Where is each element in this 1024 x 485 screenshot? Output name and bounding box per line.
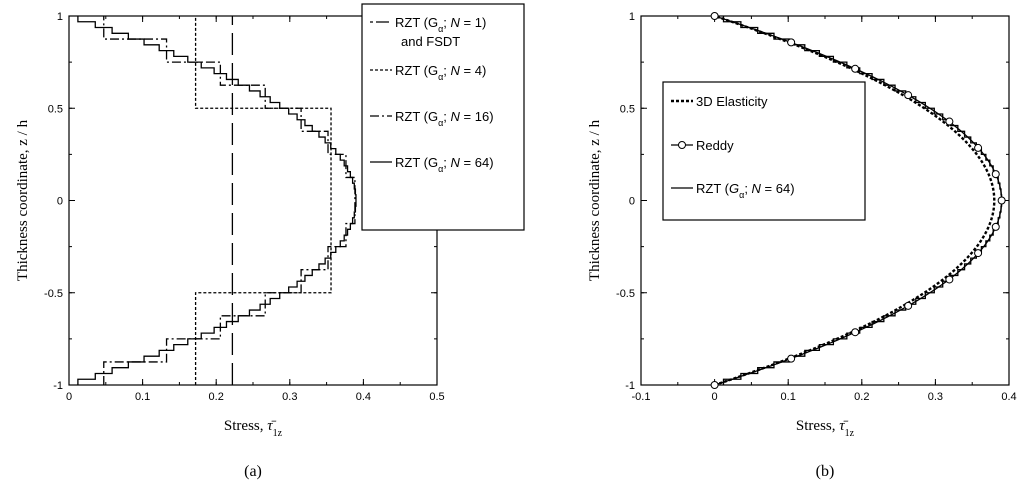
data-point-marker bbox=[710, 381, 719, 389]
legend-label-part: RZT (G bbox=[395, 109, 438, 124]
x-axis-label: Stress, τ̄1z bbox=[796, 418, 855, 439]
panel-caption: (a) bbox=[244, 463, 262, 480]
x-axis-label: Stress, τ̄1z bbox=[224, 418, 283, 439]
y-tick-label: -1 bbox=[53, 380, 63, 392]
y-tick-label: -0.5 bbox=[44, 288, 63, 300]
data-point-marker bbox=[787, 38, 796, 47]
data-point-marker bbox=[991, 222, 1000, 231]
legend-label-line2: and FSDT bbox=[401, 34, 460, 49]
data-point-marker bbox=[997, 196, 1006, 205]
series-line-3 bbox=[77, 16, 357, 385]
x-tick-label: 0 bbox=[66, 391, 72, 403]
legend-label-part: ; bbox=[744, 181, 751, 196]
legend-label-part: RZT (G bbox=[395, 63, 438, 78]
legend-label-part: N bbox=[752, 181, 762, 196]
legend-label-part: N bbox=[451, 109, 461, 124]
data-point-marker bbox=[851, 64, 860, 73]
x-tick-label: 0.4 bbox=[1001, 391, 1016, 403]
legend-label: RZT (Gα; N = 64) bbox=[696, 181, 795, 200]
y-tick-label: 0.5 bbox=[48, 103, 63, 115]
x-tick-label: 0.5 bbox=[429, 391, 444, 403]
legend-label-part: RZT ( bbox=[696, 181, 730, 196]
legend-label-part: N bbox=[451, 15, 461, 30]
legend-label-part: N bbox=[451, 63, 461, 78]
legend-label-part: α bbox=[739, 190, 744, 200]
x-tick-label: 0.3 bbox=[282, 391, 297, 403]
y-tick-label: 1 bbox=[629, 11, 635, 23]
legend-label-part: ; bbox=[443, 63, 450, 78]
y-tick-label: 0.5 bbox=[620, 103, 635, 115]
data-point-marker bbox=[904, 91, 913, 100]
legend-label-part: = 64) bbox=[761, 181, 795, 196]
x-tick-label: 0.4 bbox=[356, 391, 371, 403]
panel-caption: (b) bbox=[816, 463, 835, 480]
y-tick-label: 0 bbox=[57, 196, 63, 208]
legend-label-part: = 1) bbox=[460, 15, 486, 30]
chart-panel-b: -0.1 0 0.1 0.2 0.3 0.4 -1 -0.5 0 0.5 1 Stress, τ̄1z… bbox=[587, 11, 1017, 480]
legend-label: RZT (Gα; N = 1) bbox=[395, 15, 486, 34]
x-axis-label-subscript: 1z bbox=[273, 428, 283, 439]
legend-box bbox=[361, 3, 525, 231]
x-axis-label-subscript: 1z bbox=[845, 428, 855, 439]
legend-label-part: = 64) bbox=[460, 155, 494, 170]
x-tick-label: 0.1 bbox=[781, 391, 796, 403]
legend-label-part: RZT (G bbox=[395, 155, 438, 170]
legend-label: 3D Elasticity bbox=[696, 94, 768, 109]
legend-label: RZT (Gα; N = 4) bbox=[395, 63, 486, 82]
data-point-marker bbox=[851, 328, 860, 337]
x-axis-label-symbol: τ̄ bbox=[839, 418, 848, 434]
legend-label-part: ; bbox=[443, 109, 450, 124]
legend-swatch-marker bbox=[678, 141, 686, 149]
series-line-2 bbox=[103, 16, 356, 385]
legend-label-part: = 16) bbox=[460, 109, 494, 124]
x-tick-label: -0.1 bbox=[632, 391, 651, 403]
legend-label-part: = 4) bbox=[460, 63, 486, 78]
legend-label-part: ; bbox=[443, 15, 450, 30]
y-tick-label: 0 bbox=[629, 196, 635, 208]
data-point-marker bbox=[710, 12, 719, 20]
x-tick-label: 0.1 bbox=[135, 391, 150, 403]
data-point-marker bbox=[945, 117, 954, 126]
chart-panel-a: 0 0.1 0.2 0.3 0.4 0.5 -1 -0.5 0 0.5 1 Stress, τ̄1z T… bbox=[15, 3, 525, 480]
x-tick-label: 0.2 bbox=[209, 391, 224, 403]
x-axis-label-text: Stress, bbox=[796, 418, 839, 434]
legend-label-part: RZT (G bbox=[395, 15, 438, 30]
legend-box bbox=[662, 81, 866, 221]
y-tick-label: -1 bbox=[625, 380, 635, 392]
legend-label-part: G bbox=[729, 181, 739, 196]
legend-label-part: ; bbox=[443, 155, 450, 170]
x-axis-label-symbol: τ̄ bbox=[267, 418, 276, 434]
y-tick-label: -0.5 bbox=[616, 288, 635, 300]
legend-label-part: N bbox=[451, 155, 461, 170]
data-point-marker bbox=[974, 143, 983, 152]
legend-label: RZT (Gα; N = 64) bbox=[395, 155, 494, 174]
plot-area bbox=[77, 16, 357, 385]
legend: 3D Elasticity Reddy RZT (Gα; N = 64) bbox=[662, 81, 866, 221]
y-tick-label: 1 bbox=[57, 11, 63, 23]
legend-label: Reddy bbox=[696, 138, 734, 153]
legend-label-part: α bbox=[438, 24, 443, 34]
series-line-0 bbox=[714, 16, 996, 385]
data-point-marker bbox=[904, 301, 913, 310]
data-point-marker bbox=[974, 249, 983, 258]
legend-label-part: α bbox=[438, 72, 443, 82]
x-tick-label: 0.3 bbox=[928, 391, 943, 403]
x-axis-label-text: Stress, bbox=[224, 418, 267, 434]
legend-label-part: α bbox=[438, 164, 443, 174]
y-axis-label: Thickness coordinate, z / h bbox=[587, 119, 603, 281]
legend-label: RZT (Gα; N = 16) bbox=[395, 109, 494, 128]
legend-label-part: α bbox=[438, 118, 443, 128]
series-line-1 bbox=[194, 16, 332, 385]
data-point-marker bbox=[991, 170, 1000, 179]
x-tick-label: 0.2 bbox=[854, 391, 869, 403]
data-point-marker bbox=[787, 354, 796, 363]
y-axis-label: Thickness coordinate, z / h bbox=[15, 119, 31, 281]
data-point-marker bbox=[945, 275, 954, 284]
x-tick-label: 0 bbox=[712, 391, 718, 403]
